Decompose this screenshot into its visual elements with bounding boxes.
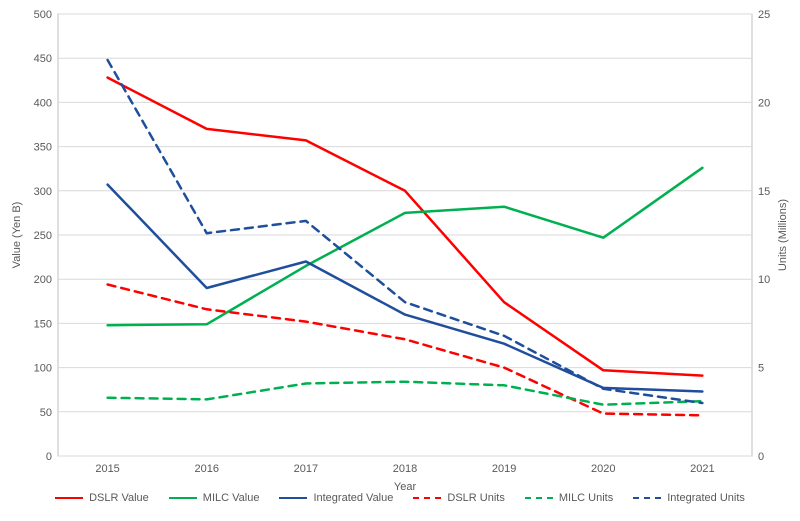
- legend-item: Integrated Units: [633, 492, 745, 504]
- legend: DSLR Value MILC Value Integrated Value DSLR…: [0, 492, 800, 504]
- svg-text:5: 5: [758, 363, 764, 375]
- svg-text:2020: 2020: [591, 463, 615, 475]
- svg-text:2016: 2016: [194, 463, 218, 475]
- legend-swatch: [169, 497, 197, 499]
- legend-item: MILC Units: [525, 492, 613, 504]
- svg-text:0: 0: [46, 451, 52, 463]
- svg-text:10: 10: [758, 274, 770, 286]
- legend-item: Integrated Value: [279, 492, 393, 504]
- legend-label: MILC Value: [203, 492, 260, 504]
- svg-text:15: 15: [758, 186, 770, 198]
- svg-text:2017: 2017: [294, 463, 318, 475]
- svg-text:0: 0: [758, 451, 764, 463]
- legend-swatch: [525, 497, 553, 499]
- svg-text:2018: 2018: [393, 463, 417, 475]
- svg-text:250: 250: [34, 230, 52, 242]
- legend-item: DSLR Units: [413, 492, 504, 504]
- legend-label: Integrated Value: [313, 492, 393, 504]
- legend-swatch: [279, 497, 307, 499]
- legend-swatch: [413, 497, 441, 499]
- legend-label: Integrated Units: [667, 492, 745, 504]
- legend-swatch: [55, 497, 83, 499]
- svg-text:500: 500: [34, 9, 52, 21]
- legend-item: MILC Value: [169, 492, 260, 504]
- svg-text:100: 100: [34, 363, 52, 375]
- svg-text:Units (Millions): Units (Millions): [777, 199, 789, 271]
- svg-text:450: 450: [34, 53, 52, 65]
- svg-text:400: 400: [34, 97, 52, 109]
- legend-label: DSLR Units: [447, 492, 504, 504]
- svg-text:150: 150: [34, 318, 52, 330]
- svg-text:2021: 2021: [690, 463, 714, 475]
- svg-text:50: 50: [40, 407, 52, 419]
- svg-text:2019: 2019: [492, 463, 516, 475]
- svg-text:300: 300: [34, 186, 52, 198]
- legend-item: DSLR Value: [55, 492, 149, 504]
- legend-swatch: [633, 497, 661, 499]
- svg-text:200: 200: [34, 274, 52, 286]
- svg-text:350: 350: [34, 142, 52, 154]
- legend-label: DSLR Value: [89, 492, 149, 504]
- svg-text:20: 20: [758, 97, 770, 109]
- svg-text:25: 25: [758, 9, 770, 21]
- chart-svg: 0 50 100 150 200 250 300 350 400 450 500 0 5 10 15 20 25…: [0, 0, 800, 521]
- svg-text:Value (Yen B): Value (Yen B): [11, 202, 23, 269]
- legend-label: MILC Units: [559, 492, 613, 504]
- svg-text:2015: 2015: [95, 463, 119, 475]
- camera-market-chart: 0 50 100 150 200 250 300 350 400 450 500 0 5 10 15 20 25…: [0, 0, 800, 521]
